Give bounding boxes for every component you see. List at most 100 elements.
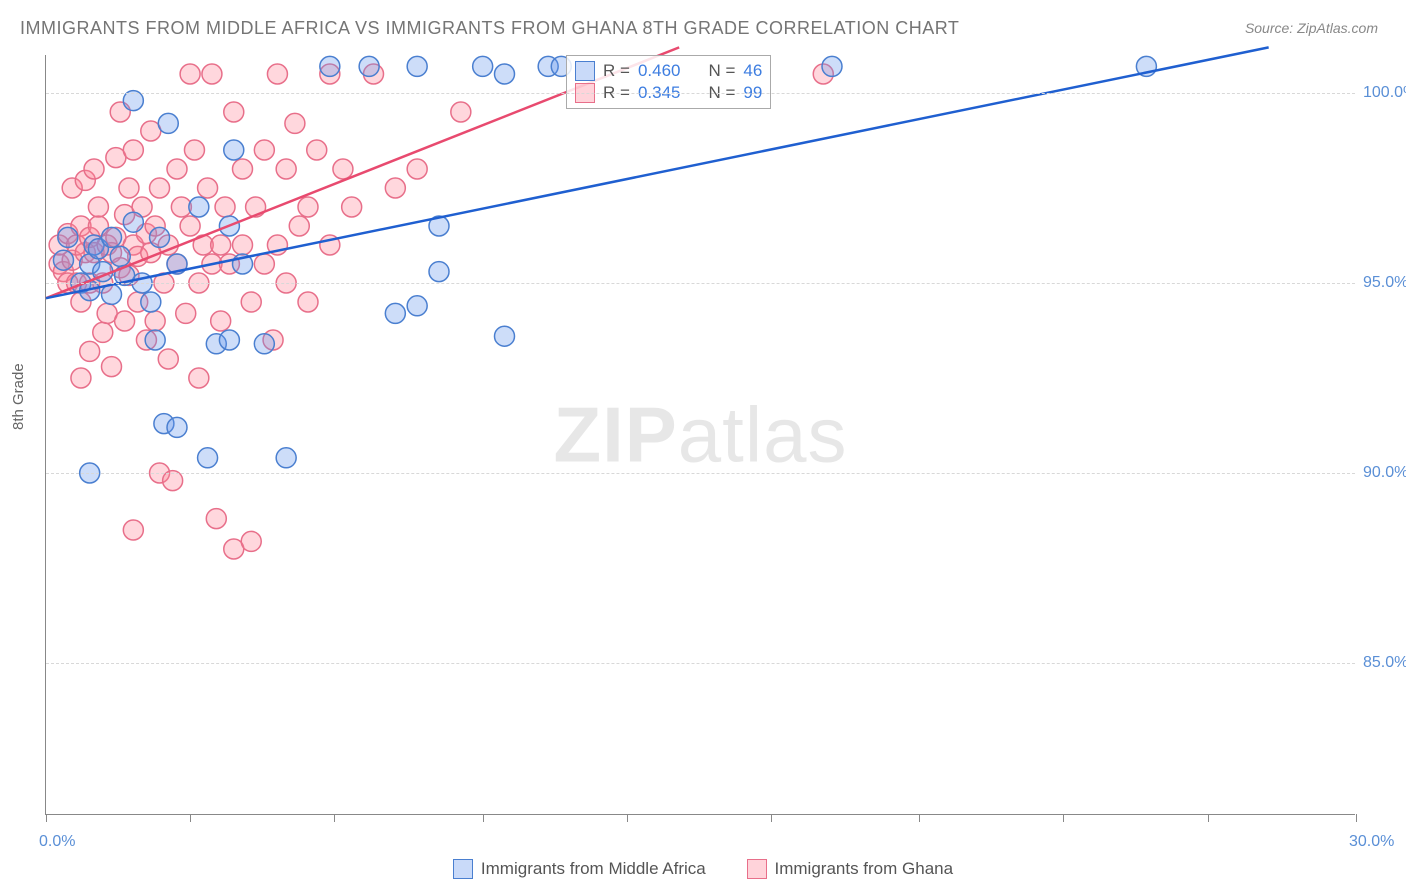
data-point-ghana <box>71 368 91 388</box>
grid-line <box>46 473 1355 474</box>
x-tick <box>190 814 191 822</box>
data-point-middle_africa <box>495 326 515 346</box>
data-point-middle_africa <box>407 56 427 76</box>
data-point-ghana <box>123 520 143 540</box>
data-point-ghana <box>224 102 244 122</box>
data-point-ghana <box>241 292 261 312</box>
data-point-ghana <box>233 235 253 255</box>
y-tick-label: 100.0% <box>1363 84 1406 102</box>
data-point-ghana <box>298 197 318 217</box>
data-point-middle_africa <box>254 334 274 354</box>
data-point-ghana <box>88 197 108 217</box>
data-point-ghana <box>451 102 471 122</box>
data-point-middle_africa <box>822 56 842 76</box>
data-point-ghana <box>267 64 287 84</box>
data-point-middle_africa <box>110 246 130 266</box>
data-point-ghana <box>307 140 327 160</box>
data-point-middle_africa <box>150 227 170 247</box>
data-point-middle_africa <box>141 292 161 312</box>
data-point-ghana <box>407 159 427 179</box>
data-point-ghana <box>215 197 235 217</box>
data-point-ghana <box>333 159 353 179</box>
data-point-ghana <box>180 64 200 84</box>
x-tick <box>919 814 920 822</box>
data-point-ghana <box>180 216 200 236</box>
data-point-ghana <box>385 178 405 198</box>
data-point-ghana <box>119 178 139 198</box>
x-tick <box>1356 814 1357 822</box>
data-point-middle_africa <box>385 303 405 323</box>
legend-item-middle-africa: Immigrants from Middle Africa <box>453 859 706 879</box>
data-point-ghana <box>145 311 165 331</box>
y-tick-label: 95.0% <box>1363 274 1406 292</box>
legend-label: Immigrants from Middle Africa <box>481 859 706 879</box>
data-point-middle_africa <box>320 56 340 76</box>
data-point-middle_africa <box>102 227 122 247</box>
data-point-middle_africa <box>158 113 178 133</box>
data-point-ghana <box>158 349 178 369</box>
data-point-ghana <box>93 322 113 342</box>
source-attribution: Source: ZipAtlas.com <box>1245 20 1378 36</box>
data-point-ghana <box>102 357 122 377</box>
r-value-blue: 0.460 <box>638 61 681 81</box>
data-point-ghana <box>167 159 187 179</box>
data-point-middle_africa <box>359 56 379 76</box>
data-point-ghana <box>176 303 196 323</box>
y-tick-label: 85.0% <box>1363 654 1406 672</box>
data-point-ghana <box>123 140 143 160</box>
chart-title: IMMIGRANTS FROM MIDDLE AFRICA VS IMMIGRA… <box>20 18 959 39</box>
data-point-ghana <box>254 254 274 274</box>
data-point-ghana <box>211 311 231 331</box>
data-point-middle_africa <box>495 64 515 84</box>
data-point-ghana <box>254 140 274 160</box>
data-point-ghana <box>84 159 104 179</box>
y-axis-label: 8th Grade <box>10 363 27 430</box>
x-tick <box>483 814 484 822</box>
x-tick <box>1208 814 1209 822</box>
data-point-ghana <box>233 159 253 179</box>
data-point-middle_africa <box>219 330 239 350</box>
grid-line <box>46 283 1355 284</box>
grid-line <box>46 663 1355 664</box>
data-point-ghana <box>202 64 222 84</box>
data-point-ghana <box>184 140 204 160</box>
data-point-middle_africa <box>224 140 244 160</box>
swatch-blue-icon <box>453 859 473 879</box>
data-point-ghana <box>189 368 209 388</box>
x-tick-label: 30.0% <box>1349 833 1394 851</box>
data-point-ghana <box>276 159 296 179</box>
plot-area: ZIPatlas R = 0.460 N = 46 R = 0.345 N = … <box>45 55 1355 815</box>
data-point-ghana <box>80 341 100 361</box>
chart-svg <box>46 55 1355 814</box>
data-point-middle_africa <box>276 448 296 468</box>
y-tick-label: 90.0% <box>1363 464 1406 482</box>
data-point-middle_africa <box>429 262 449 282</box>
data-point-ghana <box>115 311 135 331</box>
legend-item-ghana: Immigrants from Ghana <box>747 859 954 879</box>
data-point-ghana <box>150 178 170 198</box>
data-point-ghana <box>198 178 218 198</box>
data-point-middle_africa <box>189 197 209 217</box>
n-value-blue: 46 <box>743 61 762 81</box>
data-point-middle_africa <box>167 417 187 437</box>
x-tick <box>1063 814 1064 822</box>
data-point-ghana <box>285 113 305 133</box>
x-tick <box>46 814 47 822</box>
data-point-middle_africa <box>58 227 78 247</box>
swatch-blue-icon <box>575 61 595 81</box>
swatch-pink-icon <box>747 859 767 879</box>
data-point-middle_africa <box>145 330 165 350</box>
data-point-middle_africa <box>123 212 143 232</box>
data-point-ghana <box>206 509 226 529</box>
x-tick <box>627 814 628 822</box>
legend-stats-box: R = 0.460 N = 46 R = 0.345 N = 99 <box>566 55 771 109</box>
legend-label: Immigrants from Ghana <box>775 859 954 879</box>
data-point-ghana <box>211 235 231 255</box>
n-label: N = <box>708 61 735 81</box>
r-label: R = <box>603 61 630 81</box>
x-tick <box>334 814 335 822</box>
x-tick <box>771 814 772 822</box>
data-point-ghana <box>342 197 362 217</box>
data-point-middle_africa <box>198 448 218 468</box>
data-point-middle_africa <box>473 56 493 76</box>
